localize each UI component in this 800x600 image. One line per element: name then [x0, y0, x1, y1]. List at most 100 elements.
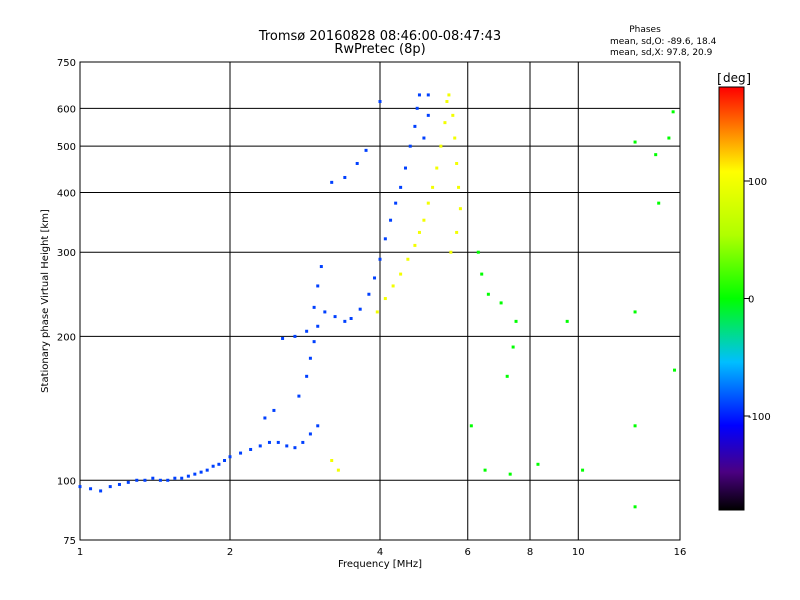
data-point [349, 316, 353, 320]
data-point [455, 161, 459, 165]
data-point [451, 113, 455, 117]
x-tick-label: 10 [572, 547, 585, 558]
data-point [312, 340, 316, 344]
data-point [378, 100, 382, 104]
data-point [399, 185, 403, 189]
data-point [671, 110, 675, 114]
data-point [316, 284, 320, 288]
x-tick-label: 6 [465, 547, 471, 558]
data-point [417, 230, 421, 234]
data-point [536, 462, 540, 466]
data-point [272, 408, 276, 412]
data-point [151, 476, 155, 480]
data-point [135, 478, 139, 482]
data-point [193, 472, 197, 476]
data-point [445, 100, 449, 104]
data-point [343, 175, 347, 179]
data-point [514, 319, 518, 323]
phase-stats-heading: Phases [629, 25, 661, 35]
colorbar-tick-label: -100 [748, 412, 771, 423]
data-point [422, 218, 426, 222]
data-point [211, 464, 215, 468]
data-point [413, 243, 417, 247]
data-point [394, 201, 398, 205]
y-tick-label: 100 [57, 476, 76, 487]
y-axis-ticks: 75 100 200 300 400 500 600 750 [57, 58, 76, 547]
colorbar-tick-label: 100 [748, 177, 767, 188]
data-point [205, 468, 209, 472]
data-point [305, 374, 309, 378]
data-point [458, 207, 462, 211]
data-point [426, 113, 430, 117]
y-tick-label: 400 [57, 188, 76, 199]
x-tick-label: 1 [77, 547, 83, 558]
data-point [457, 185, 461, 189]
data-point [301, 440, 305, 444]
data-point [333, 315, 337, 319]
data-point [166, 478, 170, 482]
data-point [399, 272, 403, 276]
data-point [281, 336, 285, 340]
x-axis-ticks: 1 2 4 6 8 10 16 [77, 547, 687, 558]
data-point [228, 455, 232, 459]
data-point [263, 416, 267, 420]
colorbar-label-bracket-left: [ [717, 72, 722, 87]
data-point [364, 148, 368, 152]
data-point [143, 478, 147, 482]
y-tick-label: 500 [57, 142, 76, 153]
data-point [486, 292, 490, 296]
data-point [476, 250, 480, 254]
data-point [406, 257, 410, 261]
data-point [367, 292, 371, 296]
data-point [330, 180, 334, 184]
y-tick-label: 75 [63, 536, 76, 547]
data-point [413, 124, 417, 128]
data-point [453, 136, 457, 140]
data-point [297, 394, 301, 398]
data-point [633, 505, 637, 509]
data-point [126, 480, 130, 484]
data-point [443, 121, 447, 125]
data-point [508, 472, 512, 476]
data-points [78, 93, 677, 509]
data-point [431, 185, 435, 189]
data-point [323, 310, 327, 314]
data-point [258, 444, 262, 448]
data-point [217, 462, 221, 466]
data-point [383, 237, 387, 241]
x-tick-label: 16 [674, 547, 687, 558]
chart-title: Tromsø 20160828 08:46:00-08:47:43 [258, 29, 501, 44]
grid-lines [80, 62, 680, 540]
data-point [389, 218, 393, 222]
data-point [439, 144, 443, 148]
x-tick-label: 8 [527, 547, 533, 558]
data-point [186, 474, 190, 478]
data-point [158, 478, 162, 482]
x-axis-label: Frequency [MHz] [338, 559, 422, 570]
data-point [199, 470, 203, 474]
colorbar-ticks: 100 0 -100 [744, 177, 771, 423]
y-tick-label: 200 [57, 332, 76, 343]
data-point [415, 106, 419, 110]
data-point [293, 334, 297, 338]
data-point [565, 319, 569, 323]
data-point [173, 476, 177, 480]
data-point [505, 374, 509, 378]
data-point [308, 356, 312, 360]
data-point [378, 257, 382, 261]
data-point [673, 368, 677, 372]
data-point [581, 468, 585, 472]
colorbar-tick-label: 0 [748, 295, 754, 306]
data-point [267, 440, 271, 444]
data-point [633, 310, 637, 314]
data-point [117, 482, 121, 486]
data-point [285, 444, 289, 448]
y-tick-label: 300 [57, 248, 76, 259]
data-point [499, 301, 503, 305]
data-point [375, 310, 379, 314]
data-point [633, 140, 637, 144]
phase-stats-x: mean, sd,X: 97.8, 20.9 [610, 48, 713, 58]
x-tick-label: 4 [377, 547, 383, 558]
data-point [511, 345, 515, 349]
colorbar-label-bracket-right: ] [746, 72, 751, 87]
